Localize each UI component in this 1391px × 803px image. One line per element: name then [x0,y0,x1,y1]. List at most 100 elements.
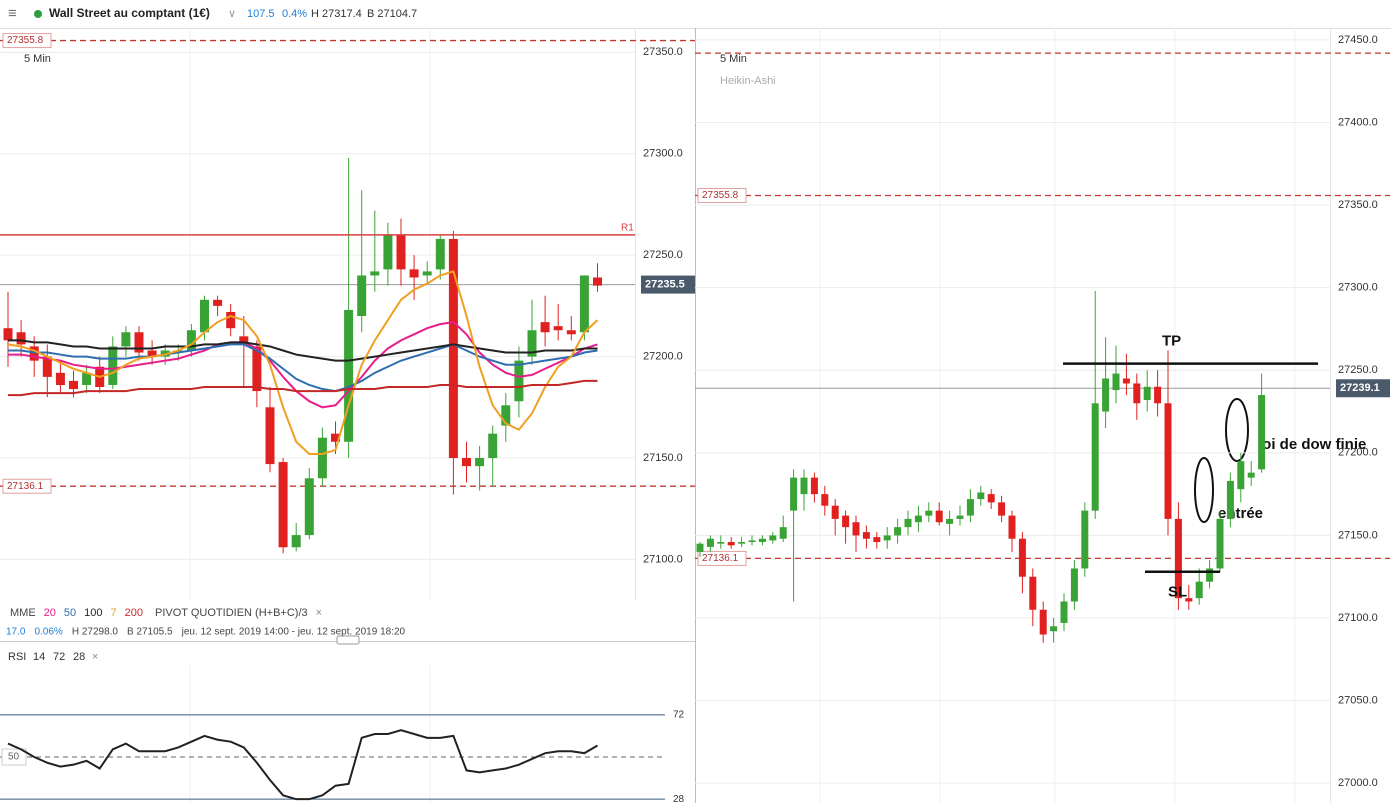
candle-body [935,510,943,523]
dow-circle [1225,398,1249,462]
candle-body [396,234,406,270]
last-price-box [1336,379,1390,398]
candle-body [738,542,746,544]
candle-body [462,458,471,467]
candle-body [717,542,725,544]
candle-body [344,309,354,442]
candle-body [331,433,340,442]
candle-body [226,311,236,329]
y-tick-label: 27050.0 [1338,695,1378,707]
candle-body [239,336,249,345]
level-label-box [697,550,747,566]
info-item: jeu. 12 sept. 2019 14:00 - jeu. 12 sept.… [181,627,406,638]
session-low: B 27104.7 [367,8,417,20]
candle-body [186,330,196,351]
rsi-label: RSI [8,651,26,663]
candle-body [42,356,52,377]
candle-body [1164,403,1172,519]
candle-body [1122,378,1130,384]
y-tick-label: 27100.0 [643,553,683,565]
candle-body [1226,480,1234,519]
y-tick-label: 27200.0 [643,351,683,363]
candle-body [852,522,860,536]
candle-body [1112,373,1120,391]
y-tick-label: 27250.0 [643,249,683,261]
candle-body [1174,518,1182,599]
level-label: 27355.8 [7,35,44,46]
candle-body [894,527,902,536]
y-tick-label: 27400.0 [1338,116,1378,128]
entry-annotation: entrée [1218,505,1263,522]
rsi-param: 72 [53,651,65,663]
dow-annotation: loi de dow finie [1258,436,1366,453]
status-dot [34,10,42,18]
candle-body [514,360,524,402]
candle-body [409,269,419,278]
candle-body [956,515,964,519]
candle-body [383,234,393,270]
rsi-tick-label: 28 [673,794,685,803]
candle-body [1008,515,1016,539]
candle-body [278,462,288,548]
candle-body [147,350,157,357]
candle-body [1029,576,1037,610]
candle-body [1247,472,1255,478]
candle-body [1143,386,1151,400]
candle-body [862,532,870,539]
level-label: 27136.1 [7,481,44,492]
level-label-box [697,188,747,204]
moving-average [7,270,599,455]
candle-body [1091,403,1099,511]
candle-body [29,346,39,361]
candle-body [1154,386,1162,404]
pane-resize-handle[interactable] [336,635,360,645]
candle-body [1258,395,1266,470]
moving-average [8,379,598,397]
instrument-title[interactable]: Wall Street au comptant (1€) [49,6,210,20]
y-tick-label: 27350.0 [1338,199,1378,211]
y-tick-label: 27300.0 [643,148,683,160]
candle-body [540,322,550,333]
menu-icon[interactable]: ≡ [8,5,17,22]
candle-body [1195,581,1203,599]
candle-body [904,518,912,528]
ma-legend-entry: 20 [44,607,56,619]
candle-body [357,275,367,317]
info-item: 0.06% [34,627,62,638]
y-tick-label: 27100.0 [1338,612,1378,624]
candle-body [488,433,498,459]
candle-body [200,299,209,333]
ma-legend-entry: 50 [64,607,76,619]
candle-body [108,346,118,385]
rsi-param: 28 [73,651,85,663]
ma-legend-entry: 100 [84,607,102,619]
candle-body [527,330,537,357]
pivot-label: R1 [621,223,634,234]
candle-body [810,477,818,495]
candle-body [82,372,92,385]
rsi-close[interactable]: × [92,651,98,663]
last-price-box [641,275,695,294]
change-pct: 0.4% [282,8,307,20]
ma-legend-entry: 7 [111,607,117,619]
candle-body [1102,378,1110,412]
candle-body [265,407,275,465]
candle-body [252,346,262,392]
candle-body [435,238,445,270]
session-high: H 27317.4 [311,8,362,20]
candle-body [304,478,314,536]
candle-body [1039,609,1047,635]
dropdown-caret[interactable]: ∨ [228,8,236,20]
candle-body [1133,383,1141,404]
candle-body [873,537,881,543]
candle-body [769,535,777,541]
candle-body [370,271,380,276]
candle-body [977,492,985,500]
candle-body [800,477,808,495]
level-label-box [2,478,52,494]
candle-body [914,515,922,523]
tp-label: TP [1162,333,1181,350]
candle-body [696,543,704,552]
candle-body [842,515,850,528]
